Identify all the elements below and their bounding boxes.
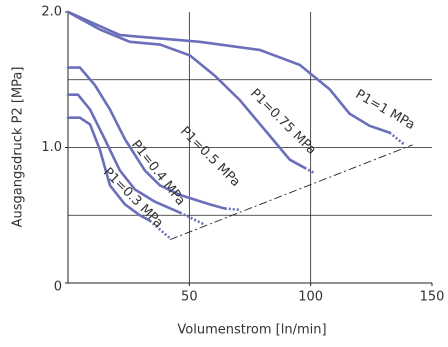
- series-line-dotted: [224, 207, 240, 212]
- y-tick-label: 2.0: [41, 5, 62, 20]
- series-label: P1=0.5 MPa: [177, 124, 243, 190]
- x-tick-label: 100: [298, 290, 323, 305]
- series-line-dotted: [388, 131, 406, 146]
- series-label: P1=1 MPa: [353, 87, 418, 133]
- series-line: [66, 116, 152, 222]
- series-line-dotted: [179, 211, 206, 226]
- series-line: [66, 66, 227, 210]
- reference-line: [169, 144, 413, 241]
- x-tick-label: 50: [181, 290, 198, 305]
- x-tick-label: 150: [420, 290, 445, 305]
- y-tick-label: 0: [54, 280, 62, 295]
- y-tick-label: 1.0: [41, 140, 62, 155]
- series-line: [66, 10, 391, 134]
- series-line: [66, 93, 182, 214]
- x-axis-title: Volumenstrom [ln/min]: [177, 323, 326, 338]
- y-axis-title: Ausgangsdruck P2 [MPa]: [11, 67, 26, 228]
- series-line-dotted: [303, 166, 316, 175]
- series-line: [66, 10, 306, 170]
- series-line-dotted: [148, 219, 171, 240]
